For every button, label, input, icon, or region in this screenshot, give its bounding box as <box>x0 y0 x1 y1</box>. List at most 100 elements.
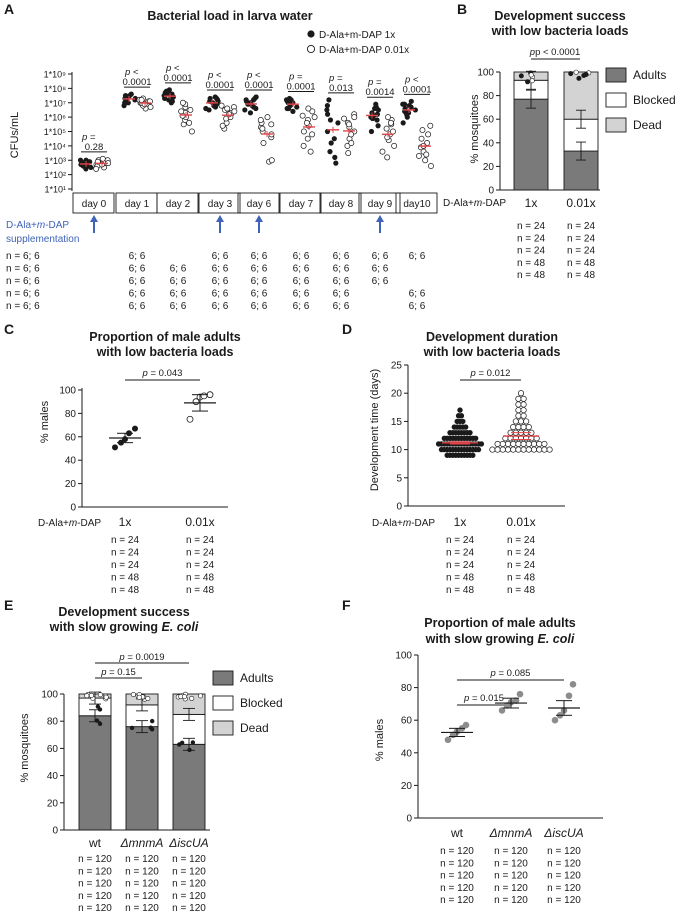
panel-e-point <box>197 693 203 699</box>
panel-d-n-cell: n = 24 <box>446 548 475 559</box>
panel-a-point-001x <box>387 119 394 126</box>
panel-e-point <box>130 691 136 697</box>
panel-e-legend-label: Dead <box>240 721 269 735</box>
supplementation-arrow-head <box>255 215 263 222</box>
panel-a-point-1x <box>88 164 94 171</box>
panel-d-title-1: Development duration <box>426 330 558 344</box>
panel-a-n-cell: n = 6; 6 <box>6 289 40 300</box>
panel-f-ytick-label: 40 <box>401 748 413 759</box>
panel-d-point-1x <box>475 446 482 453</box>
panel-a-point-001x <box>188 128 195 135</box>
panel-d-ytick-label: 0 <box>396 502 402 513</box>
panel-f-ylabel: % males <box>374 718 386 761</box>
panel-a-point-001x <box>231 108 238 115</box>
panel-a-point-1x <box>324 111 331 117</box>
panel-a-point-1x <box>333 160 339 166</box>
panel-d-category-label: 1x <box>454 515 467 529</box>
legend-label-001x: D-Ala+m-DAP 0.01x <box>319 45 409 56</box>
panel-e-ylabel: % mosquitoes <box>19 713 31 783</box>
panel-c-ytick-label: 20 <box>65 479 77 490</box>
panel-a-point-001x <box>341 115 348 122</box>
panel-a-point-1x <box>290 108 296 114</box>
panel-a-ytick-label: 1*10⁴ <box>44 141 67 151</box>
panel-b-point <box>529 78 535 84</box>
panel-a-point-001x <box>390 128 396 135</box>
panel-e-category-label: ΔmnmA <box>120 836 164 850</box>
panel-b-ylabel: % mosquitoes <box>469 94 481 164</box>
panel-b-point <box>518 73 524 79</box>
panel-a-point-1x <box>166 87 172 93</box>
panel-e-n-cell: n = 120 <box>172 903 206 914</box>
panel-b-n-rows: n = 24 n = 24n = 24 n = 24n = 24 n = 24n = … <box>517 221 596 281</box>
panel-a-point-001x <box>427 122 434 129</box>
panel-a-point-1x <box>324 103 330 109</box>
panel-b-ytick-label: 0 <box>488 186 494 197</box>
panel-f-title-2: with slow growing E. coli <box>425 632 575 646</box>
panel-f-n-cell: n = 120 <box>547 846 581 857</box>
panel-a-point-001x <box>346 121 352 128</box>
panel-a-n-cell: 6; 6 <box>293 301 310 312</box>
panel-d-point-001x <box>510 423 517 431</box>
panel-a-n-cell: 6; 6 <box>333 264 350 275</box>
panel-a-point-001x <box>93 165 100 172</box>
panel-d-point-001x <box>523 418 530 425</box>
panel-a-point-001x <box>268 121 275 128</box>
panel-c-n-cell: n = 24 <box>186 560 215 571</box>
panel-a-point-001x <box>348 131 355 138</box>
panel-a-arrows <box>90 215 384 233</box>
panel-d-point-001x <box>520 440 527 448</box>
panel-a-point-001x <box>303 119 310 126</box>
panel-c-n-cell: n = 24 <box>111 548 140 559</box>
panel-b-n-cell: n = 24 <box>567 246 596 257</box>
panel-d-point-001x <box>520 395 527 402</box>
panel-e-point <box>97 692 103 698</box>
panel-a-point-1x <box>77 157 84 163</box>
panel-c-n-cell: n = 48 <box>111 585 140 596</box>
panel-f-category-label: ΔmnmA <box>489 826 533 840</box>
panel-d-xrow-label: D-Ala+m-DAP <box>372 518 435 529</box>
panel-d-point-001x <box>515 423 522 431</box>
panel-a-point-001x <box>219 122 226 129</box>
panel-a-point-001x <box>383 125 390 132</box>
panel-d-point-001x <box>517 390 525 397</box>
panel-a-n-cell: n = 6; 6 <box>6 301 40 312</box>
panel-e-point <box>189 695 195 701</box>
panel-b-point <box>568 71 574 77</box>
panel-a-ytick-label: 1*10⁹ <box>44 70 67 80</box>
panel-a-point-001x <box>311 114 318 121</box>
panel-a-n-cell: 6; 6 <box>333 251 350 262</box>
panel-a-day-box <box>72 192 115 214</box>
panel-a-ytick-label: 1*10¹ <box>44 185 66 195</box>
panel-f-category-label: ΔiscUA <box>543 826 583 840</box>
panel-d-n-cell: n = 24 <box>446 535 475 546</box>
panel-a-n-cell: 6; 6 <box>170 276 187 287</box>
panel-e-category-label: wt <box>88 836 102 850</box>
panel-e-n-cell: n = 120 <box>125 866 159 877</box>
panel-d-point-001x <box>546 446 553 453</box>
panel-c-points: 1x 0.01x p = 0.043 <box>109 368 216 529</box>
panel-b-n-cell: n = 48 <box>567 270 596 281</box>
panel-a-n-cell: 6; 6 <box>170 289 187 300</box>
panel-c-n-rows: n = 24 n = 24n = 24 n = 24n = 24 n = 24n = … <box>111 535 215 596</box>
panel-d-n-cell: n = 24 <box>507 535 536 546</box>
panel-e-legend-label: Blocked <box>240 696 283 710</box>
panel-a-n-cell: 6; 6 <box>129 289 146 300</box>
panel-d: Development duration with low bacteria l… <box>369 330 565 596</box>
panel-d-point-001x <box>494 446 501 453</box>
panel-a-day-box <box>395 192 438 214</box>
panel-b-point <box>573 69 579 75</box>
panel-a-point-001x <box>223 115 230 122</box>
panel-a-ytick-label: 1*10⁷ <box>44 98 66 108</box>
panel-a-point-1x <box>283 97 290 103</box>
panel-a-point-1x <box>251 104 257 110</box>
panel-e-n-cell: n = 120 <box>172 879 206 890</box>
panel-a-p-symbol: p = <box>81 132 96 143</box>
panel-a-point-001x <box>379 148 386 155</box>
panel-d-point-001x <box>499 446 506 453</box>
panel-d-n-cell: n = 48 <box>507 573 536 584</box>
panel-e-ytick-label: 100 <box>41 690 58 701</box>
supplementation-arrow-head <box>216 215 224 222</box>
panel-a-day-box <box>156 192 199 214</box>
panel-a-day-box <box>279 192 322 214</box>
